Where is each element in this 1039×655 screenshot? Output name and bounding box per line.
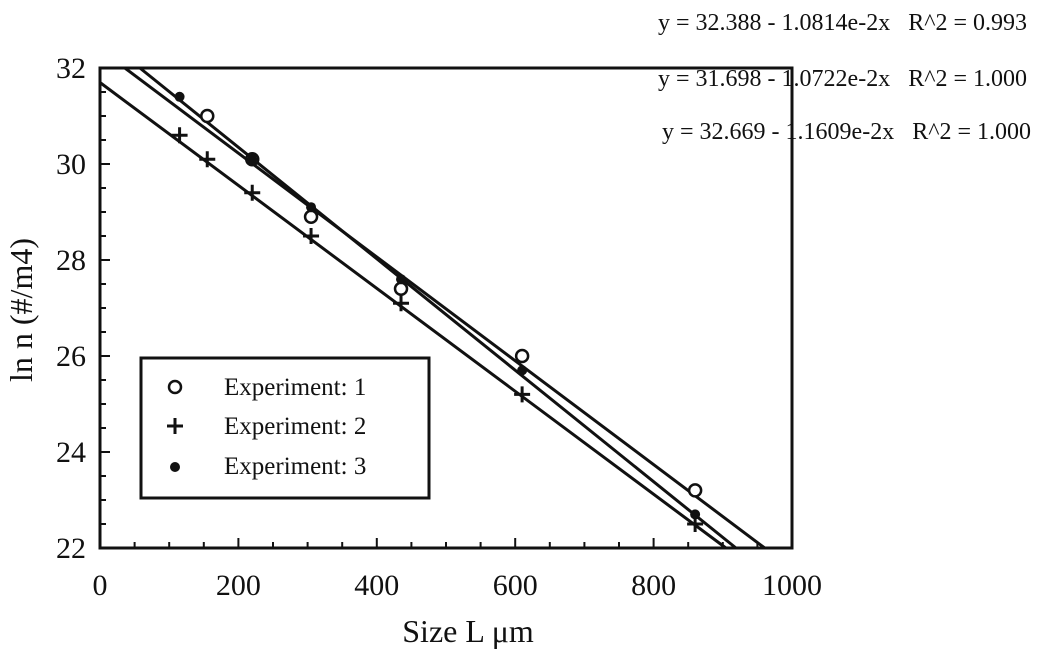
legend-label-experiment-3: Experiment: 3 — [224, 453, 366, 480]
data-point-experiment-1 — [393, 281, 409, 297]
y-tick-label: 30 — [56, 148, 86, 181]
y-tick-label: 26 — [56, 340, 86, 373]
data-point-experiment-3 — [306, 202, 317, 213]
data-point-experiment-2 — [393, 295, 410, 312]
y-tick-label: 28 — [56, 244, 86, 277]
x-tick-label: 1000 — [762, 569, 822, 602]
x-tick-label: 600 — [493, 569, 538, 602]
data-point-experiment-1 — [200, 108, 215, 124]
legend-box — [139, 356, 431, 500]
y-axis: 22 24 26 28 30 32 — [56, 52, 110, 565]
data-point-experiment-2 — [244, 184, 261, 201]
data-point-experiment-2 — [199, 151, 216, 168]
legend-marker-plus — [167, 418, 183, 434]
fit-equation-3: y = 32.669 - 1.1609e-2x R^2 = 1.000 — [662, 119, 1031, 145]
x-tick-label: 200 — [216, 569, 261, 602]
legend-marker-open-circle — [167, 379, 183, 395]
data-point-experiment-2 — [514, 386, 531, 403]
data-point-experiment-3 — [247, 154, 258, 165]
legend: Experiment: 1 Experiment: 2 Experiment: … — [139, 356, 431, 500]
data-point-experiment-3 — [396, 274, 407, 285]
x-tick-label: 0 — [93, 569, 108, 602]
data-point-experiment-2 — [171, 127, 188, 144]
legend-label-experiment-2: Experiment: 2 — [224, 413, 366, 440]
y-axis-label: ln n (#/m4) — [3, 238, 39, 382]
fit-equation-2: y = 31.698 - 1.0722e-2x R^2 = 1.000 — [658, 66, 1027, 92]
data-point-experiment-2 — [303, 228, 320, 244]
fit-equations: y = 32.388 - 1.0814e-2x R^2 = 0.993 y = … — [658, 10, 1031, 145]
y-tick-label: 32 — [56, 52, 86, 85]
x-tick-label: 400 — [354, 569, 399, 602]
x-axis-label: Size L μm — [402, 613, 534, 649]
y-tick-label: 22 — [56, 532, 86, 565]
series-points — [171, 91, 704, 532]
x-tick-label: 800 — [631, 569, 676, 602]
fit-equation-1: y = 32.388 - 1.0814e-2x R^2 = 0.993 — [658, 10, 1027, 36]
legend-item-experiment-1: Experiment: 1 — [167, 374, 366, 401]
legend-marker-filled-dot — [170, 462, 180, 472]
data-point-experiment-3 — [690, 509, 701, 520]
legend-item-experiment-2: Experiment: 2 — [167, 413, 366, 440]
x-axis: 0 200 400 600 800 1000 — [93, 538, 822, 602]
legend-label-experiment-1: Experiment: 1 — [224, 374, 366, 401]
legend-item-experiment-3: Experiment: 3 — [170, 453, 366, 480]
data-point-experiment-1 — [303, 209, 319, 225]
data-point-experiment-1 — [687, 483, 703, 498]
fit-line-3 — [138, 66, 737, 550]
data-point-experiment-1 — [514, 348, 530, 364]
data-point-experiment-3 — [517, 365, 528, 376]
y-tick-label: 24 — [56, 436, 86, 469]
fit-line-1 — [123, 66, 766, 550]
data-point-experiment-3 — [174, 91, 185, 102]
